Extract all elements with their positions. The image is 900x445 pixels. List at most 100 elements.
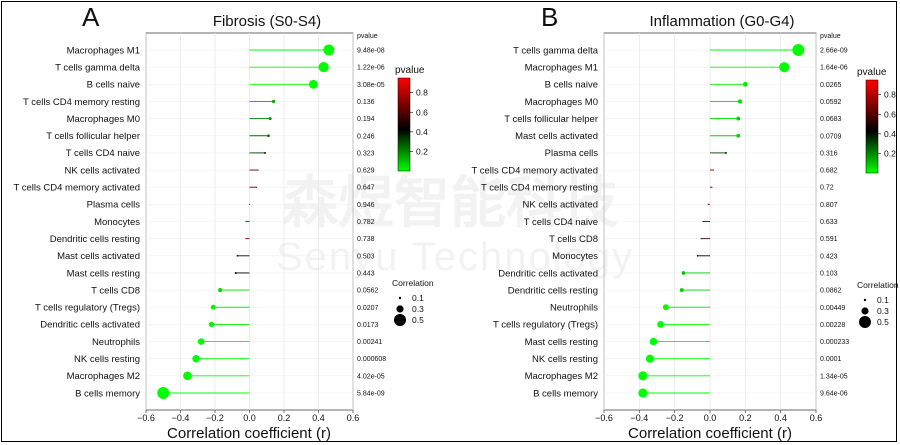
pvalue-label: 9.48e-08	[357, 48, 385, 55]
x-tick-label: −0.6	[137, 413, 155, 423]
pvalue-label: 0.629	[357, 168, 375, 175]
colorbar-tick-label: 0.6	[416, 107, 428, 117]
lollipop-dot	[681, 271, 686, 275]
pvalue-label: 0.738	[357, 236, 375, 243]
panel-title: Fibrosis (S0-S4)	[213, 13, 321, 30]
lollipop-dot	[792, 44, 805, 56]
lollipop-dot	[192, 354, 200, 363]
colorbar-ticks: 0.2 0.4 0.6 0.8	[410, 88, 428, 156]
size-legend-dot	[861, 307, 869, 315]
lollipop-dot	[707, 203, 709, 205]
size-legend-label: 0.5	[412, 315, 424, 325]
x-tick-label: −0.2	[666, 413, 684, 423]
lollipop-dot	[323, 44, 335, 56]
lollipop-dot	[208, 321, 215, 328]
pvalue-label: 9.64e-06	[820, 391, 848, 398]
pvalue-label: 0.682	[820, 168, 838, 175]
size-legend-title: Correlation	[857, 280, 899, 290]
size-legend-b: Correlation 0.10.30.5	[857, 280, 899, 328]
size-legend-label: 0.3	[877, 306, 889, 316]
category-label: Dendritic cells activated	[498, 268, 598, 279]
colorbar-title: pvalue	[395, 65, 425, 76]
size-legend-label: 0.5	[877, 317, 889, 327]
category-label: Neutrophils	[92, 337, 140, 348]
category-label: T cells gamma delta	[55, 62, 141, 73]
category-label: T cells regulatory (Tregs)	[493, 320, 598, 331]
size-legend-title: Correlation	[392, 278, 434, 288]
panel-b: B Inflammation (G0-G4) pvalue T cells ga…	[471, 2, 849, 442]
lollipop-dot	[736, 133, 741, 138]
category-label: NK cells resting	[532, 354, 598, 365]
pvalue-header: pvalue	[357, 33, 378, 40]
lollipop-dot	[234, 271, 237, 274]
lollipop-dot	[308, 79, 318, 89]
category-labels: T cells gamma delta Macrophages M1 B cells…	[471, 45, 598, 399]
lollipop-dot	[700, 238, 702, 240]
category-label: Dendritic cells resting	[50, 234, 140, 245]
colorbar-gradient	[397, 77, 411, 172]
category-label: B cells memory	[75, 388, 140, 399]
lollipop-dot	[267, 134, 270, 138]
pvalue-label: 0.503	[357, 253, 375, 260]
lollipop-dot	[638, 388, 648, 398]
lollipop-dot	[271, 99, 276, 104]
size-legend-items: 0.10.30.5	[859, 295, 889, 328]
x-tick-label: −0.4	[172, 413, 190, 423]
category-label: Plasma cells	[87, 200, 141, 211]
category-label: Macrophages M1	[525, 62, 598, 73]
lollipop-dot	[724, 151, 727, 154]
size-legend-label: 0.1	[412, 293, 424, 303]
pvalue-label: 0.316	[820, 150, 838, 157]
size-legend-dot	[398, 296, 402, 300]
dots	[157, 44, 335, 399]
category-label: Mast cells activated	[57, 251, 140, 262]
x-tick-label: 0.6	[347, 413, 360, 423]
pvalue-label: 0.591	[820, 236, 838, 243]
lollipop-dot	[245, 238, 247, 240]
x-axis-label: Correlation coefficient (r)	[167, 425, 331, 442]
lollipop-dot	[245, 220, 247, 223]
category-label: T cells CD8	[549, 234, 598, 245]
pvalue-label: 0.0683	[820, 116, 842, 123]
x-tick-label: 0.4	[312, 413, 325, 423]
pvalue-label: 0.807	[820, 202, 838, 209]
pvalue-header: pvalue	[820, 33, 841, 40]
x-tick-label: 0.2	[739, 413, 752, 423]
category-label: Macrophages M1	[67, 45, 140, 56]
pvalue-label: 3.08e-05	[357, 82, 385, 89]
category-label: Plasma cells	[545, 148, 599, 159]
category-label: Macrophages M0	[525, 97, 598, 108]
pvalue-label: 0.0592	[820, 99, 842, 106]
category-label: NK cells resting	[74, 354, 140, 365]
pvalue-label: 0.103	[820, 270, 838, 277]
pvalue-label: 0.633	[820, 219, 838, 226]
lollipop-dot	[263, 151, 267, 154]
category-label: T cells CD4 memory activated	[13, 183, 140, 194]
category-label: NK cells activated	[522, 200, 598, 211]
category-label: B cells naive	[87, 80, 140, 91]
x-axis-label: Correlation coefficient (r)	[628, 425, 792, 442]
category-label: Macrophages M2	[525, 371, 598, 382]
pvalue-label: 0.00449	[820, 305, 845, 312]
colorbar-tick-label: 0.4	[416, 127, 428, 137]
pvalue-labels: 2.66e-09 1.64e-06 0.0265 0.0592 0.0683 0.0709…	[820, 48, 849, 398]
category-label: B cells naive	[545, 80, 598, 91]
pvalue-label: 0.0207	[357, 305, 379, 312]
pvalue-label: 0.72	[820, 185, 834, 192]
colorbar-tick-label: 0.4	[884, 129, 896, 139]
pvalue-label: 0.443	[357, 270, 375, 277]
pvalue-label: 0.000233	[820, 339, 849, 346]
x-tick-label: 0.4	[774, 413, 787, 423]
watermark-line2: Senyu Technology	[276, 235, 634, 279]
category-labels: Macrophages M1 T cells gamma delta B cells…	[13, 45, 140, 399]
category-label: T cells follicular helper	[504, 114, 598, 125]
category-label: Macrophages M0	[67, 114, 140, 125]
category-label: NK cells activated	[64, 165, 140, 176]
category-label: Dendritic cells resting	[508, 285, 598, 296]
pvalue-label: 0.00241	[357, 339, 382, 346]
pvalue-label: 0.00228	[820, 322, 845, 329]
lollipop-dot	[638, 371, 648, 381]
size-legend-label: 0.3	[412, 304, 424, 314]
pvalue-label: 0.0001	[820, 356, 842, 363]
panel-letter: B	[541, 2, 558, 32]
